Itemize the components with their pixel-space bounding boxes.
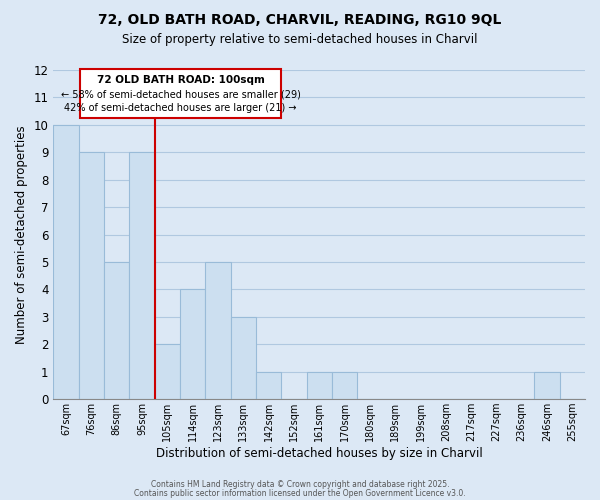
- X-axis label: Distribution of semi-detached houses by size in Charvil: Distribution of semi-detached houses by …: [156, 447, 482, 460]
- Bar: [256, 372, 281, 399]
- Bar: [79, 152, 104, 399]
- Bar: [104, 262, 130, 399]
- Text: 72 OLD BATH ROAD: 100sqm: 72 OLD BATH ROAD: 100sqm: [97, 74, 265, 85]
- Bar: [53, 125, 79, 399]
- Bar: [180, 290, 205, 399]
- Text: 42% of semi-detached houses are larger (21) →: 42% of semi-detached houses are larger (…: [64, 103, 297, 113]
- Bar: [535, 372, 560, 399]
- Bar: [332, 372, 357, 399]
- Text: Size of property relative to semi-detached houses in Charvil: Size of property relative to semi-detach…: [122, 32, 478, 46]
- Text: Contains public sector information licensed under the Open Government Licence v3: Contains public sector information licen…: [134, 488, 466, 498]
- Text: 72, OLD BATH ROAD, CHARVIL, READING, RG10 9QL: 72, OLD BATH ROAD, CHARVIL, READING, RG1…: [98, 12, 502, 26]
- Y-axis label: Number of semi-detached properties: Number of semi-detached properties: [15, 126, 28, 344]
- Text: Contains HM Land Registry data © Crown copyright and database right 2025.: Contains HM Land Registry data © Crown c…: [151, 480, 449, 489]
- Bar: [130, 152, 155, 399]
- Text: ← 58% of semi-detached houses are smaller (29): ← 58% of semi-detached houses are smalle…: [61, 90, 301, 100]
- Bar: [307, 372, 332, 399]
- Bar: [230, 317, 256, 399]
- FancyBboxPatch shape: [80, 68, 281, 118]
- Bar: [155, 344, 180, 399]
- Bar: [205, 262, 230, 399]
